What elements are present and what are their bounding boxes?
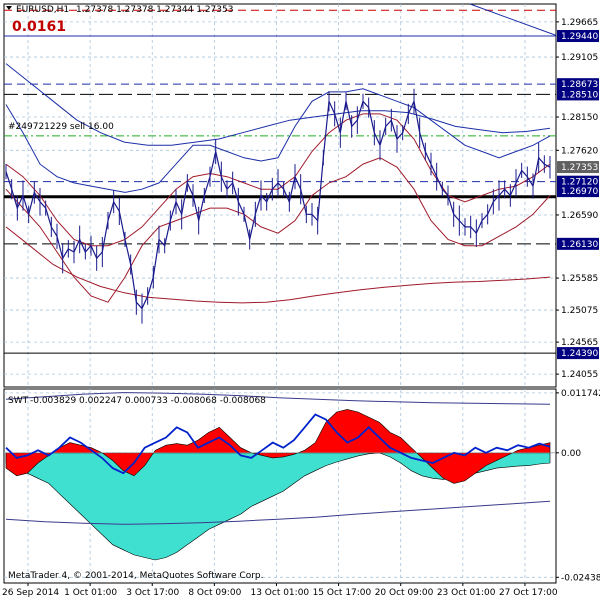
swt-envelope-upper [5,392,551,405]
y-tick-label: 1.29105 [561,53,598,63]
y-tick-label: 1.26590 [561,211,598,221]
x-tick-label: 1 Oct 01:00 [64,588,117,598]
price-tag-box [557,88,599,101]
lower-band [5,157,551,303]
swt-line [5,413,551,475]
x-tick-label: 27 Oct 17:00 [499,588,558,598]
price-tag-label: 1.24390 [561,349,598,359]
price-tag-label: 1.27120 [561,178,598,188]
swt-envelope-lower [5,500,551,525]
x-tick-label: 13 Oct 01:00 [250,588,309,598]
trend-line [469,3,557,36]
price-tag-label: 1.27353 [561,163,598,173]
y-tick-label: 0.011742 [561,389,600,399]
price-tag-label: 1.29440 [561,32,598,42]
y-tick-label: 1.24055 [561,370,598,380]
price-tag-box [557,175,599,188]
time-axis: 26 Sep 2014 1 Oct 01:00 3 Oct 17:00 8 Oct 0… [2,583,558,598]
x-tick-label: 20 Oct 09:00 [375,588,434,598]
price-tag-label: 1.26130 [561,240,598,250]
y-tick-label: 1.27620 [561,146,598,156]
envelope-bands [5,63,551,304]
indicator-axis: 0.011742 0.00 -0.024383 [556,389,600,583]
price-series [5,88,551,324]
main-grid [4,4,556,387]
price-tag-label: 1.28673 [561,80,598,90]
price-tag-box [557,78,599,91]
outer-lower-band [5,226,551,304]
copyright-notice: MetaTrader 4, © 2001-2014, MetaQuotes So… [8,571,264,581]
price-tag-label: 1.26970 [561,187,598,197]
y-tick-label: 1.29665 [561,18,598,28]
x-tick-label: 8 Oct 09:00 [188,588,241,598]
price-tag-box [557,161,599,174]
indicator-name: SWT [8,396,29,406]
y-tick-label: 1.25075 [561,306,598,316]
y-tick-label: 1.24565 [561,338,598,348]
x-tick-label: 26 Sep 2014 [2,588,59,598]
x-tick-label: 3 Oct 17:00 [126,588,179,598]
outer-upper-band [5,63,551,146]
y-tick-label: 0.00 [561,449,581,459]
price-tag-box [557,185,599,198]
y-tick-label: -0.024383 [561,573,600,583]
x-tick-label: 23 Oct 01:00 [437,588,496,598]
x-tick-label: 15 Oct 17:00 [313,588,372,598]
symbol-label: EURUSD,H1 [16,5,69,15]
price-tag-label: 1.28510 [561,90,598,100]
price-tag-box [557,347,599,360]
price-tag-box [557,237,599,250]
price-tag-box [557,30,599,43]
price-line [5,99,551,310]
trade-label: #249721229 sell 16.00 [8,122,114,132]
swt-indicator [4,392,556,561]
upper-band [5,88,551,193]
chevron-down-icon[interactable] [6,6,12,10]
spread-value: 0.0161 [12,19,66,35]
swt-histogram-area [5,409,551,484]
price-axis: 1.29665 1.29105 1.28150 1.27620 1.26590 1.255… [556,18,598,380]
horizontal-levels [4,3,557,354]
y-tick-label: 1.28150 [561,113,598,123]
ohlc-readout: 1.27378 1.27378 1.27344 1.27353 [76,5,233,15]
indicator-values: -0.003829 0.002247 0.000733 -0.008068 -0… [30,396,266,406]
y-tick-label: 1.25585 [561,274,598,284]
